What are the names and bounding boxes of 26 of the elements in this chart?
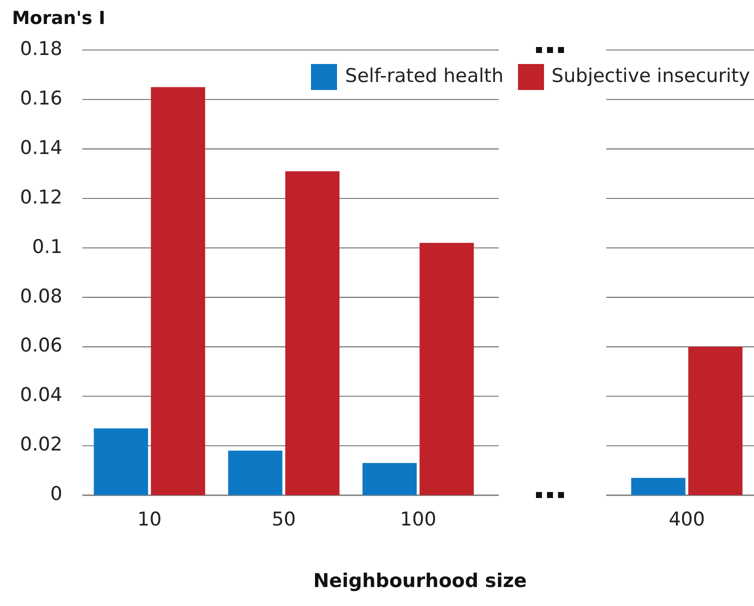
bar [150, 87, 206, 496]
bar [362, 463, 417, 496]
bar [420, 242, 474, 496]
bar [285, 171, 340, 496]
y-tick-label: 0.16 [20, 87, 62, 110]
legend-label: Self-rated health [344, 64, 504, 90]
y-tick-label: 0.14 [20, 136, 62, 159]
x-tick-label: 50 [272, 508, 296, 531]
bar [94, 428, 148, 496]
bar [631, 478, 686, 496]
bar [228, 450, 282, 496]
y-tick-label: 0.06 [20, 334, 62, 357]
y-tick-label: 0 [50, 483, 62, 506]
y-tick-label: 0.18 [20, 38, 62, 60]
x-tick-label: 400 [668, 508, 705, 531]
y-tick-label: 0.02 [20, 434, 62, 456]
y-tick-label: 0.08 [20, 285, 62, 308]
y-tick-label: 0.12 [20, 186, 62, 208]
legend-label: Subjective insecurity [550, 64, 750, 90]
y-tick-label: 0.04 [20, 384, 62, 406]
x-tick-label: 100 [400, 508, 436, 531]
x-axis-title: Neighbourhood size [312, 570, 528, 592]
bar [688, 346, 742, 496]
y-axis-title: Moran's I [12, 8, 106, 29]
x-tick-label: 10 [137, 508, 162, 531]
y-tick-label: 0.1 [32, 236, 62, 258]
